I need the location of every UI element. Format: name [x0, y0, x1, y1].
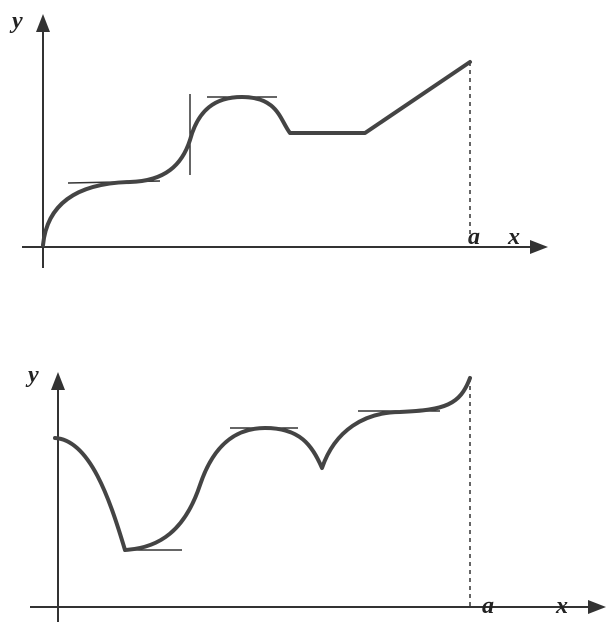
- curve: [53, 376, 472, 552]
- y-label: y: [25, 362, 39, 388]
- a-label: a: [468, 224, 480, 250]
- y-label: y: [9, 8, 23, 34]
- x-label: x: [555, 593, 568, 619]
- graph-top: y a x: [9, 8, 548, 268]
- x-label: x: [507, 224, 520, 250]
- y-arrow: [36, 14, 50, 32]
- a-label: a: [482, 593, 494, 619]
- graph-bottom: y a x: [25, 362, 606, 622]
- x-arrow: [588, 600, 606, 614]
- x-arrow: [530, 240, 548, 254]
- curve: [41, 60, 472, 247]
- y-arrow: [51, 372, 65, 390]
